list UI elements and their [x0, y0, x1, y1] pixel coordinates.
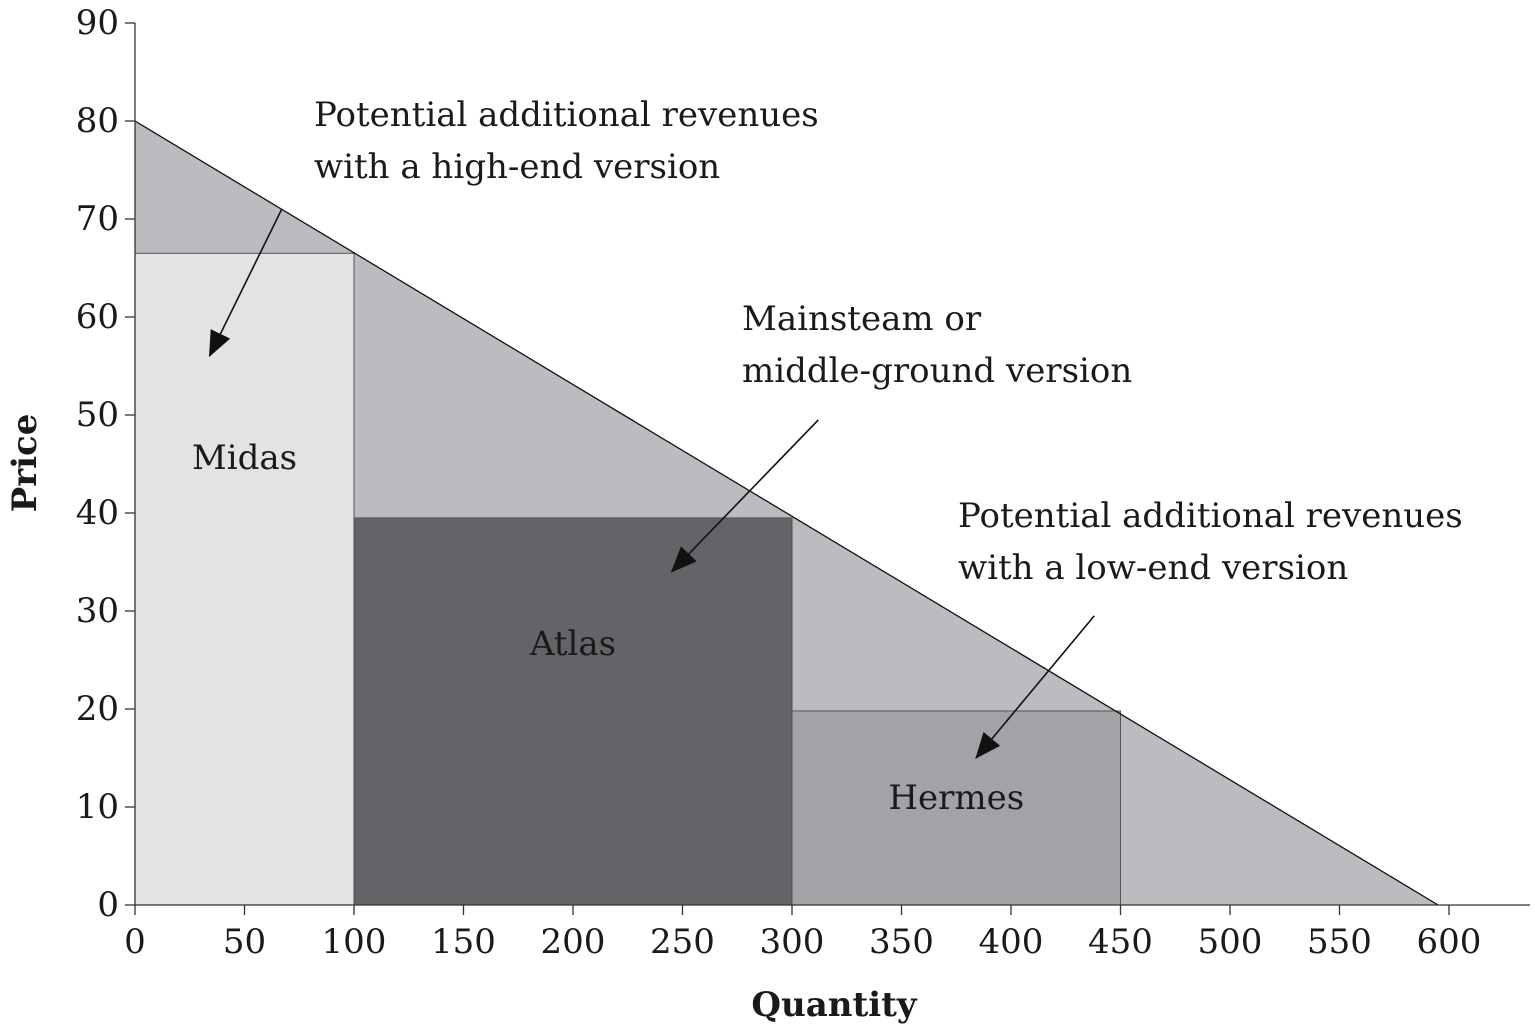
annotation-2-line-2: middle-ground version — [742, 351, 1132, 391]
annotation-1: Potential additional revenues with a high… — [208, 95, 819, 358]
x-tick-label-0: 0 — [124, 922, 146, 962]
x-tick-label-450: 450 — [1088, 922, 1153, 962]
x-tick-label-300: 300 — [760, 922, 825, 962]
y-tick-label-10: 10 — [76, 787, 119, 827]
y-tick-label-70: 70 — [76, 199, 119, 239]
y-tick-label-60: 60 — [76, 297, 119, 337]
x-tick-label-550: 550 — [1307, 922, 1372, 962]
axes: 0 10 20 30 40 50 60 70 80 90 0 50 100 150 200 250 300 350… — [76, 3, 1530, 962]
x-tick-label-350: 350 — [869, 922, 934, 962]
version-bar-atlas — [353, 517, 793, 906]
x-tick-label-400: 400 — [979, 922, 1044, 962]
plot-area: Midas Atlas Hermes — [134, 120, 1439, 906]
y-tick-label-80: 80 — [76, 101, 119, 141]
annotation-2-line-1: Mainsteam or — [742, 299, 982, 339]
annotation-2-arrow — [670, 419, 819, 573]
y-axis-title: Price — [5, 414, 45, 513]
y-tick-label-40: 40 — [76, 493, 119, 533]
annotation-2: Mainsteam or middle-ground version — [670, 299, 1132, 573]
annotation-1-line-1: Potential additional revenues — [314, 95, 819, 135]
annotation-3-line-1: Potential additional revenues — [958, 496, 1463, 536]
x-tick-label-600: 600 — [1417, 922, 1482, 962]
x-axis-title: Quantity — [751, 985, 917, 1025]
annotation-1-arrow — [208, 208, 283, 358]
region-label-hermes: Hermes — [888, 778, 1024, 818]
y-tick-label-50: 50 — [76, 395, 119, 435]
annotation-3-arrow — [975, 615, 1095, 759]
region-label-atlas: Atlas — [529, 624, 616, 664]
annotations: Potential additional revenues with a high… — [208, 95, 1463, 759]
demand-curve-line — [134, 120, 1439, 906]
y-tick-label-90: 90 — [76, 3, 119, 43]
y-tick-label-20: 20 — [76, 689, 119, 729]
x-tick-label-100: 100 — [322, 922, 387, 962]
annotation-1-line-2: with a high-end version — [314, 147, 720, 187]
version-bar-midas — [134, 252, 355, 906]
x-tick-label-500: 500 — [1198, 922, 1263, 962]
x-tick-label-250: 250 — [650, 922, 715, 962]
annotation-3: Potential additional revenues with a low-… — [958, 496, 1463, 759]
annotation-3-line-2: with a low-end version — [958, 548, 1348, 588]
x-tick-label-50: 50 — [223, 922, 266, 962]
y-tick-label-30: 30 — [76, 591, 119, 631]
x-tick-label-150: 150 — [431, 922, 496, 962]
y-tick-label-0: 0 — [97, 885, 119, 925]
region-label-midas: Midas — [192, 438, 297, 478]
x-tick-label-200: 200 — [541, 922, 606, 962]
